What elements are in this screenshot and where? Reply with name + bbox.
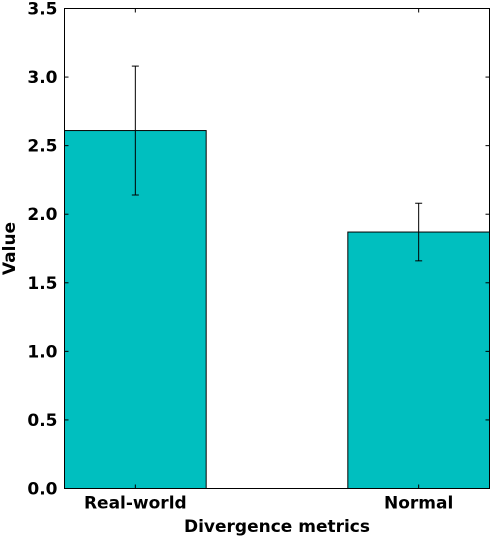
y-tick-label: 3.5 [27, 0, 57, 20]
y-tick-label: 0.5 [27, 411, 57, 431]
y-tick-label: 2.0 [27, 205, 57, 225]
ticks-layer [64, 8, 490, 489]
y-tick-label: 2.5 [27, 137, 57, 157]
plot-frame [64, 8, 490, 489]
y-tick-label: 1.0 [27, 342, 57, 362]
y-tick-label: 1.5 [27, 274, 57, 294]
bars-layer [64, 130, 491, 490]
x-tick-label: Real-world [84, 494, 187, 514]
error-bar [131, 65, 139, 196]
y-axis-label: Value [0, 222, 20, 275]
error-bars-layer [131, 65, 423, 262]
y-tick-label: 0.0 [27, 480, 57, 500]
x-axis-label: Divergence metrics [184, 517, 370, 536]
x-tick-labels: Real-world Normal [84, 494, 453, 514]
y-tick-labels: 0.0 0.5 1.0 1.5 2.0 2.5 3.0 3.5 [27, 0, 57, 500]
bar-normal [347, 231, 491, 490]
y-tick-label: 3.0 [27, 68, 57, 88]
x-tick-label: Normal [384, 494, 453, 514]
error-bar [415, 202, 423, 262]
